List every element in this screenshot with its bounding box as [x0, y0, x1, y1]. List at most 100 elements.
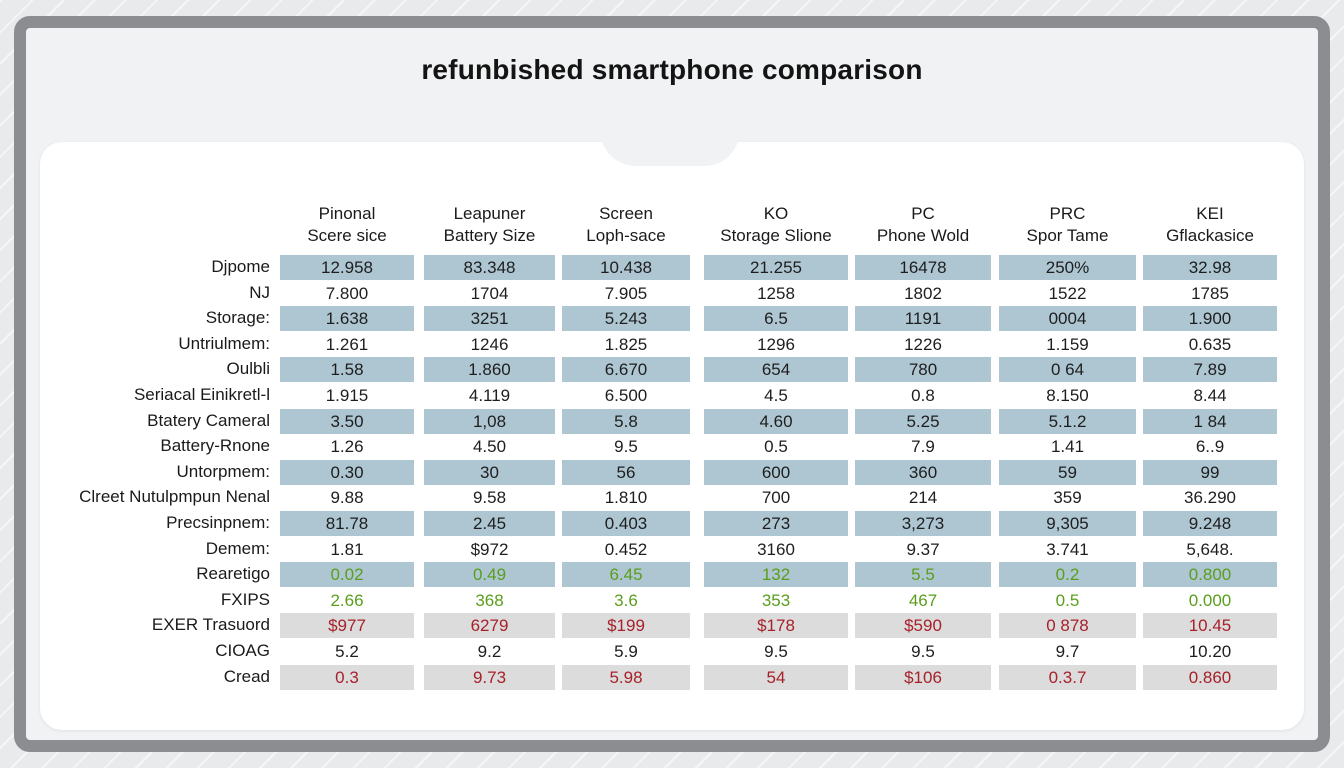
table-cell: 3,273	[855, 511, 991, 536]
table-cell: 9.58	[472, 488, 507, 508]
table-cell: 6279	[424, 613, 555, 639]
table-cell: 1.900	[1143, 306, 1277, 332]
table-cell: 56	[562, 459, 690, 485]
row-label: NJ	[249, 282, 270, 302]
table-cell: 654	[704, 357, 848, 383]
table-cell: 0.3	[280, 664, 414, 690]
column-header-line1: KEI	[1196, 204, 1224, 223]
table-cell: 1.638	[280, 306, 414, 332]
table-cell: 1802	[904, 283, 942, 303]
table-cell: 4.5	[764, 386, 788, 405]
row-label: Rearetigo	[196, 564, 270, 584]
table-cell: 7.9	[911, 437, 935, 457]
table-cell: 214	[908, 488, 938, 508]
table-cell: 10.45	[1143, 613, 1277, 639]
table-cell: 9.88	[330, 488, 364, 508]
table-cell: 10.438	[562, 255, 690, 280]
table-cell: 8.150	[1046, 386, 1089, 405]
table-cell: 4.50	[472, 437, 507, 457]
table-cell: 0.452	[604, 539, 648, 559]
table-cell: 16478	[855, 255, 991, 280]
table-cell: 36.290	[1184, 488, 1236, 508]
table-cell: 1.41	[1050, 437, 1085, 457]
table-cell: 9.248	[1143, 511, 1277, 536]
table-cell: 780	[855, 357, 991, 383]
table-cell: 3.741	[1046, 539, 1089, 559]
row-label: Untriulmem:	[178, 333, 270, 353]
row-label: EXER Trasuord	[151, 615, 270, 635]
table-cell: 1.26	[330, 437, 364, 457]
table-cell: 5.9	[614, 642, 638, 661]
table-cell: 4.119	[468, 386, 511, 405]
column-header: KO Storage Slione	[704, 203, 848, 247]
table-cell: 1.810	[604, 488, 648, 508]
table-cell: 99	[1143, 459, 1277, 485]
table-cell: 1.825	[604, 334, 648, 354]
page-title: refunbished smartphone comparison	[421, 54, 923, 85]
table-cell: 600	[704, 459, 848, 485]
table-cell: $977	[280, 613, 414, 639]
table-cell: 9.37	[906, 539, 940, 559]
table-cell: 2.45	[424, 511, 555, 536]
row-label: Djpome	[211, 257, 270, 276]
table-cell: 2.66	[330, 590, 364, 610]
table-cell: 353	[761, 590, 791, 610]
table-cell: 12.958	[280, 255, 414, 280]
table-cell: 9.5	[911, 642, 935, 661]
table-cell: 54	[704, 664, 848, 690]
table-cell: 1.81	[330, 539, 364, 559]
column-header: Screen Loph-sace	[562, 203, 690, 247]
column-header: Leapuner Battery Size	[424, 203, 555, 247]
column-header: Pinonal Scere sice	[280, 203, 414, 247]
table-cell: $106	[855, 664, 991, 690]
table-cell: 9.7	[1055, 642, 1080, 661]
table-cell: $590	[855, 613, 991, 639]
table-cell: 3160	[757, 539, 795, 559]
table-cell: 5.243	[562, 306, 690, 332]
table-cell: 1.58	[280, 357, 414, 383]
table-cell: 6.500	[604, 386, 648, 405]
table-cell: 0.635	[1188, 334, 1232, 354]
table-cell: 0.860	[1143, 664, 1277, 690]
table-cell: $178	[704, 613, 848, 639]
table-cell: 0.02	[280, 562, 414, 588]
column-header-line2: Spor Tame	[1026, 226, 1109, 245]
table-cell: 273	[704, 511, 848, 536]
table-cell: 7.800	[325, 283, 369, 303]
table-cell: 250%	[999, 255, 1136, 280]
row-label: CIOAG	[215, 641, 270, 660]
table-cell: 81.78	[280, 511, 414, 536]
table-cell: 5.1.2	[999, 408, 1136, 434]
column-header-line1: Screen	[599, 204, 653, 223]
table-cell: 5.25	[855, 408, 991, 434]
table-cell: 1.915	[325, 386, 369, 405]
table-cell: 132	[704, 562, 848, 588]
table-cell: 3.6	[614, 590, 638, 610]
table-cell: 6.670	[562, 357, 690, 383]
table-cell: 0.30	[280, 459, 414, 485]
table-cell: 0004	[999, 306, 1136, 332]
table-cell: 7.89	[1143, 357, 1277, 383]
table-cell: 1 84	[1143, 408, 1277, 434]
column-header: KEI Gflackasice	[1143, 203, 1277, 247]
table-cell: 3.50	[280, 408, 414, 434]
row-label: Btatery Cameral	[147, 410, 270, 430]
table-cell: 1226	[904, 334, 942, 354]
table-cell: 5,648.	[1186, 539, 1234, 559]
table-cell: 6.45	[562, 562, 690, 588]
table-cell: 6..9	[1195, 437, 1225, 457]
table-cell: 83.348	[424, 255, 555, 280]
table-cell: 0 64	[999, 357, 1136, 383]
row-label: Oulbli	[226, 359, 270, 379]
column-header-line1: PRC	[1049, 204, 1086, 223]
table-cell: 360	[855, 459, 991, 485]
table-cell: 1785	[1191, 283, 1229, 303]
column-header: PC Phone Wold	[855, 203, 991, 247]
table-cell: 5.2	[335, 642, 359, 661]
table-cell: 9.73	[424, 664, 555, 690]
table-cell: 6.5	[704, 306, 848, 332]
column-header-line1: KO	[763, 204, 789, 223]
column-header-line2: Phone Wold	[876, 226, 970, 245]
table-cell: 1,08	[424, 408, 555, 434]
table-cell: 1.261	[325, 334, 369, 354]
